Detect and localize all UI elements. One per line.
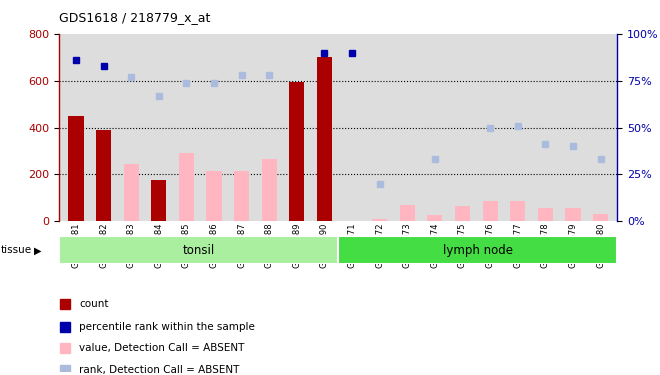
Text: GSM51382: GSM51382 (99, 222, 108, 268)
Text: GSM51380: GSM51380 (596, 222, 605, 268)
Bar (69, 116, 84, 221)
Text: GSM51375: GSM51375 (458, 222, 467, 268)
Bar (261, 159, 277, 221)
Bar (566, 209, 581, 221)
Bar (593, 214, 608, 221)
Text: ▶: ▶ (34, 245, 42, 255)
Text: tissue: tissue (1, 245, 32, 255)
Bar (123, 164, 139, 221)
Text: GSM51386: GSM51386 (209, 222, 218, 268)
Text: GSM51385: GSM51385 (182, 222, 191, 268)
Bar (455, 206, 470, 221)
Bar (234, 171, 249, 221)
Bar (400, 205, 415, 221)
Text: tonsil: tonsil (183, 244, 215, 257)
Bar (151, 180, 166, 221)
Text: GSM51384: GSM51384 (154, 222, 163, 268)
Bar (179, 153, 194, 221)
Text: GSM51381: GSM51381 (71, 222, 81, 268)
Text: GDS1618 / 218779_x_at: GDS1618 / 218779_x_at (59, 11, 211, 24)
Bar (538, 209, 553, 221)
Bar (59, 236, 338, 264)
Bar (510, 201, 525, 221)
Text: value, Detection Call = ABSENT: value, Detection Call = ABSENT (79, 343, 244, 353)
Bar (338, 236, 617, 264)
Bar (482, 201, 498, 221)
Text: GSM51379: GSM51379 (568, 222, 578, 268)
Text: percentile rank within the sample: percentile rank within the sample (79, 322, 255, 332)
Bar (427, 215, 442, 221)
Text: rank, Detection Call = ABSENT: rank, Detection Call = ABSENT (79, 364, 240, 375)
Text: GSM51374: GSM51374 (430, 222, 440, 268)
Text: GSM51383: GSM51383 (127, 222, 136, 268)
Text: GSM51376: GSM51376 (486, 222, 494, 268)
Text: GSM51377: GSM51377 (513, 222, 522, 268)
Text: GSM51387: GSM51387 (237, 222, 246, 268)
Bar (96, 130, 111, 221)
Bar (372, 219, 387, 221)
Bar (207, 171, 222, 221)
Text: GSM51389: GSM51389 (292, 222, 302, 268)
Text: GSM51373: GSM51373 (403, 222, 412, 268)
Text: GSM51372: GSM51372 (375, 222, 384, 268)
Text: GSM51390: GSM51390 (320, 222, 329, 268)
Bar (317, 57, 332, 221)
Text: count: count (79, 298, 108, 309)
Text: GSM51388: GSM51388 (265, 222, 274, 268)
Text: GSM51371: GSM51371 (348, 222, 356, 268)
Bar (289, 82, 304, 221)
Text: lymph node: lymph node (443, 244, 513, 257)
Text: GSM51378: GSM51378 (541, 222, 550, 268)
